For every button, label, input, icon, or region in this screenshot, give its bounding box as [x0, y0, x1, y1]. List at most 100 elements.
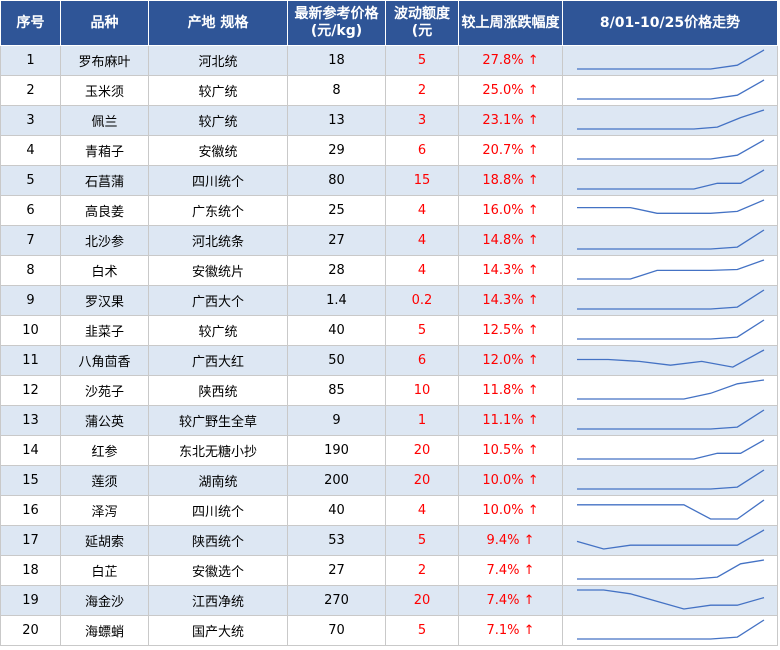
cell-trend [562, 225, 778, 256]
cell-no: 7 [0, 225, 61, 256]
trend-sparkline [576, 529, 765, 550]
cell-no: 5 [0, 165, 61, 196]
cell-no: 16 [0, 495, 61, 526]
cell-name: 罗汉果 [60, 285, 149, 316]
cell-price: 190 [287, 435, 386, 466]
cell-pct: 10.0% ↑ [458, 465, 563, 496]
trend-sparkline [577, 199, 765, 214]
trend-line [577, 349, 765, 368]
cell-change: 20 [385, 585, 459, 616]
cell-price: 70 [287, 615, 386, 646]
cell-no: 13 [0, 405, 61, 436]
cell-trend [562, 195, 778, 226]
cell-name: 高良姜 [60, 195, 149, 226]
cell-price: 200 [287, 465, 386, 496]
cell-trend [562, 75, 778, 106]
cell-trend [562, 285, 778, 316]
trend-line [577, 319, 765, 340]
trend-sparkline [577, 259, 765, 280]
cell-pct: 10.5% ↑ [458, 435, 563, 466]
cell-pct: 12.5% ↑ [458, 315, 563, 346]
cell-price: 8 [287, 75, 386, 106]
cell-price: 50 [287, 345, 386, 376]
cell-change: 4 [385, 255, 459, 286]
cell-name: 海金沙 [60, 585, 149, 616]
header-change: 波动额度 (元 [385, 0, 459, 46]
cell-spec: 四川统个 [148, 165, 288, 196]
cell-trend [562, 135, 778, 166]
cell-pct: 12.0% ↑ [458, 345, 563, 376]
cell-change: 10 [385, 375, 459, 406]
trend-sparkline [577, 439, 765, 460]
table-row: 8 白术 安徽统片 28 4 14.3% ↑ [0, 255, 778, 286]
cell-name: 泽泻 [60, 495, 149, 526]
table-row: 13 蒲公英 较广野生全草 9 1 11.1% ↑ [0, 405, 778, 436]
cell-no: 19 [0, 585, 61, 616]
trend-sparkline [577, 49, 765, 70]
cell-spec: 较广统 [148, 75, 288, 106]
cell-trend [562, 375, 778, 406]
trend-sparkline [577, 589, 765, 610]
cell-spec: 河北统 [148, 45, 288, 76]
cell-trend [562, 525, 778, 556]
cell-pct: 7.4% ↑ [458, 555, 563, 586]
cell-trend [562, 585, 778, 616]
trend-line [577, 619, 765, 640]
cell-pct: 9.4% ↑ [458, 525, 563, 556]
cell-change: 5 [385, 315, 459, 346]
trend-sparkline [577, 169, 765, 190]
cell-pct: 23.1% ↑ [458, 105, 563, 136]
trend-line [577, 259, 765, 280]
header-price: 最新参考价格 (元/kg) [287, 0, 386, 46]
cell-trend [562, 315, 778, 346]
trend-line [577, 169, 765, 190]
cell-pct: 7.1% ↑ [458, 615, 563, 646]
trend-sparkline [577, 349, 765, 368]
table-row: 19 海金沙 江西净统 270 20 7.4% ↑ [0, 585, 778, 616]
cell-trend [562, 555, 778, 586]
cell-name: 青葙子 [60, 135, 149, 166]
trend-sparkline [577, 469, 765, 490]
cell-name: 北沙参 [60, 225, 149, 256]
header-row: 序号 品种 产地 规格 最新参考价格 (元/kg) 波动额度 (元 较上周涨跌幅… [0, 0, 778, 46]
trend-sparkline [577, 619, 765, 640]
cell-price: 270 [287, 585, 386, 616]
cell-pct: 25.0% ↑ [458, 75, 563, 106]
cell-price: 40 [287, 495, 386, 526]
cell-spec: 广西大个 [148, 285, 288, 316]
cell-price: 13 [287, 105, 386, 136]
cell-price: 53 [287, 525, 386, 556]
cell-pct: 7.4% ↑ [458, 585, 563, 616]
cell-pct: 10.0% ↑ [458, 495, 563, 526]
cell-spec: 较广统 [148, 315, 288, 346]
cell-spec: 河北统条 [148, 225, 288, 256]
cell-no: 12 [0, 375, 61, 406]
cell-name: 石菖蒲 [60, 165, 149, 196]
trend-line [577, 499, 765, 520]
cell-price: 25 [287, 195, 386, 226]
cell-price: 1.4 [287, 285, 386, 316]
cell-change: 6 [385, 135, 459, 166]
cell-spec: 安徽选个 [148, 555, 288, 586]
cell-name: 八角茴香 [60, 345, 149, 376]
trend-line [577, 139, 765, 160]
cell-no: 11 [0, 345, 61, 376]
cell-name: 玉米须 [60, 75, 149, 106]
cell-change: 5 [385, 615, 459, 646]
cell-pct: 11.8% ↑ [458, 375, 563, 406]
cell-change: 15 [385, 165, 459, 196]
cell-name: 蒲公英 [60, 405, 149, 436]
table-row: 4 青葙子 安徽统 29 6 20.7% ↑ [0, 135, 778, 166]
cell-spec: 较广野生全草 [148, 405, 288, 436]
cell-no: 20 [0, 615, 61, 646]
cell-trend [562, 345, 778, 376]
cell-change: 1 [385, 405, 459, 436]
cell-no: 4 [0, 135, 61, 166]
cell-pct: 14.3% ↑ [458, 285, 563, 316]
cell-name: 红参 [60, 435, 149, 466]
header-name: 品种 [60, 0, 149, 46]
cell-name: 罗布麻叶 [60, 45, 149, 76]
table-row: 16 泽泻 四川统个 40 4 10.0% ↑ [0, 495, 778, 526]
cell-spec: 安徽统 [148, 135, 288, 166]
cell-change: 20 [385, 435, 459, 466]
